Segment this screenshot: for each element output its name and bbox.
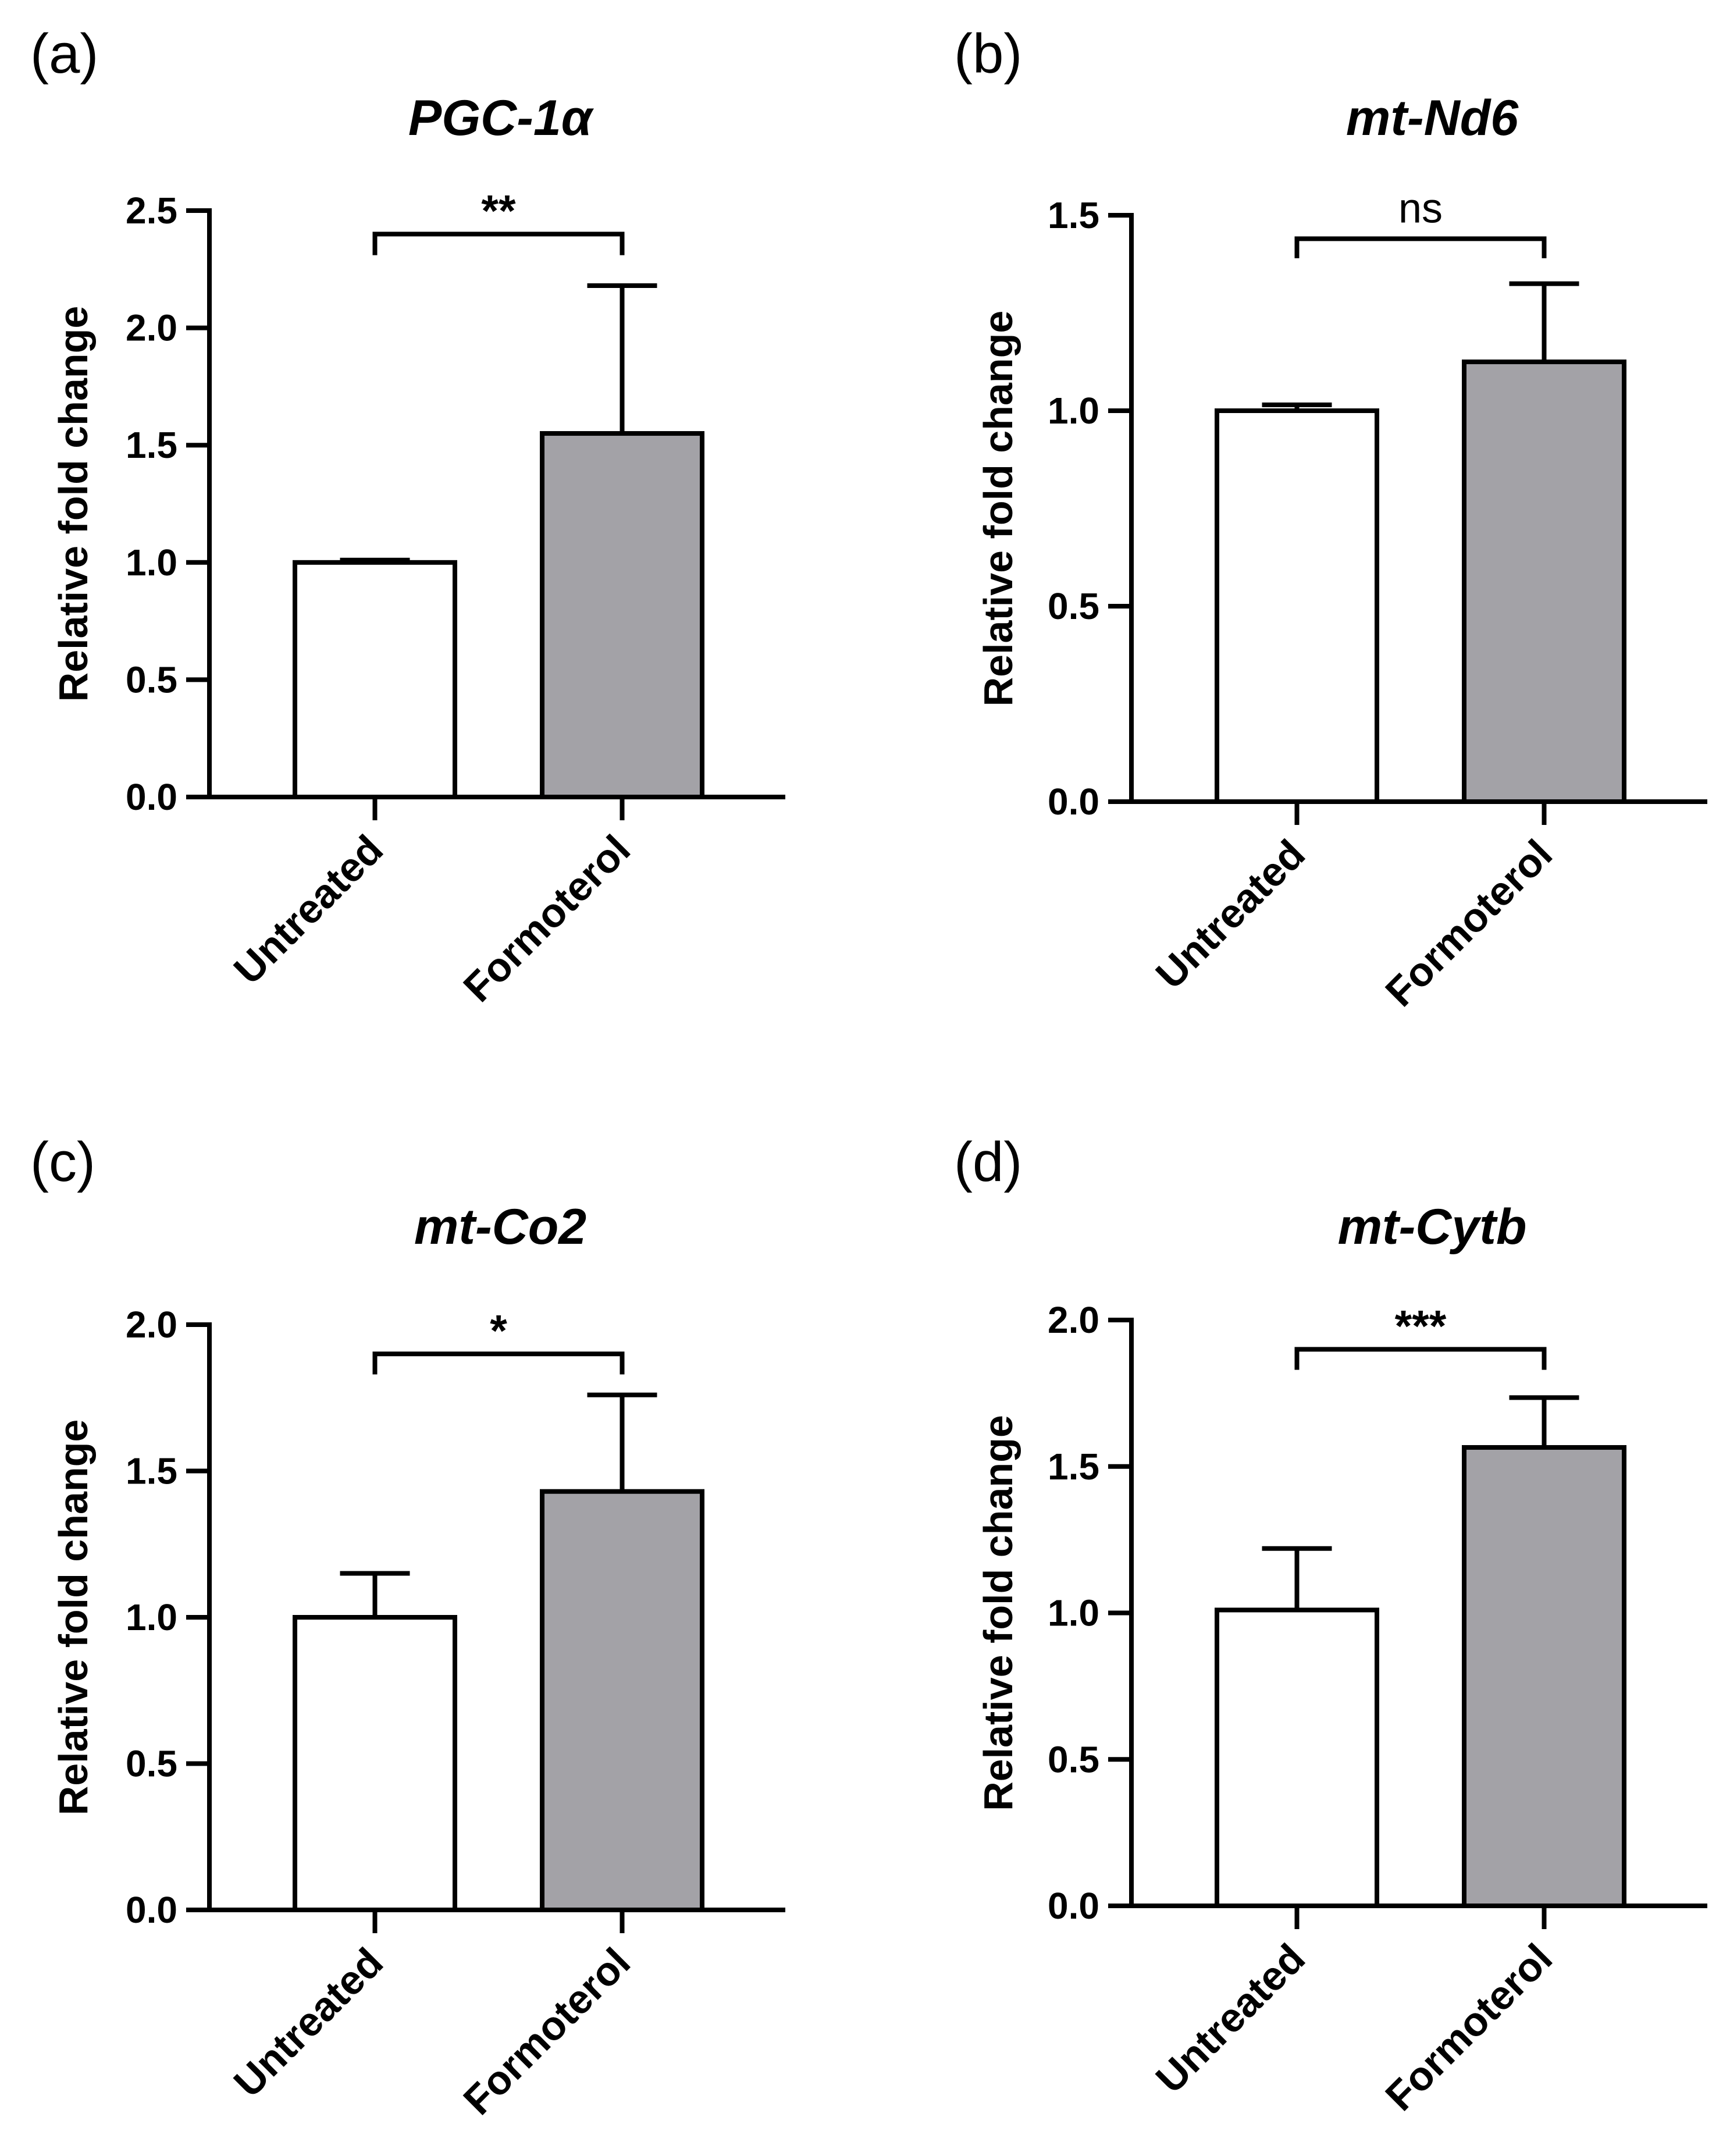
significance-bracket: [1294, 1347, 1547, 1370]
chart-title: mt-Nd6: [1346, 90, 1519, 146]
significance-bracket: [1294, 236, 1547, 258]
y-axis-title: Relative fold change: [51, 1419, 96, 1816]
x-category-label-formoterol: Formoterol: [455, 826, 639, 1010]
y-tick-label: 1.0: [1048, 390, 1099, 432]
y-axis-title: Relative fold change: [976, 1415, 1021, 1811]
panel-label: (a): [30, 23, 98, 85]
bar-untreated: [293, 1615, 457, 1912]
x-category-label-formoterol: Formoterol: [1377, 1935, 1561, 2119]
y-tick-label: 1.5: [126, 1450, 177, 1492]
significance-bracket: [372, 1351, 625, 1375]
y-tick-label: 0.0: [1048, 781, 1099, 823]
bar-formoterol: [540, 1489, 704, 1912]
x-category-label-formoterol: Formoterol: [1377, 831, 1561, 1015]
y-tick-label: 2.5: [126, 190, 177, 232]
bar-formoterol: [540, 431, 704, 799]
y-tick-label: 1.0: [126, 542, 177, 584]
bar-untreated: [293, 560, 457, 799]
significance-label: **: [481, 186, 516, 236]
x-category-label-formoterol: Formoterol: [455, 1939, 639, 2123]
y-tick-label: 0.0: [1048, 1885, 1099, 1927]
x-category-label-untreated: Untreated: [225, 826, 391, 992]
panel-label: (b): [954, 23, 1022, 85]
y-axis-title: Relative fold change: [51, 306, 96, 702]
bar-formoterol: [1462, 360, 1626, 804]
y-axis-title: Relative fold change: [976, 311, 1021, 707]
y-tick-label: 0.5: [126, 1743, 177, 1785]
y-tick-label: 1.5: [126, 424, 177, 466]
significance-bracket: [372, 232, 625, 255]
y-tick-label: 0.0: [126, 1889, 177, 1931]
y-tick-label: 1.0: [1048, 1592, 1099, 1634]
y-tick-label: 1.5: [1048, 194, 1099, 236]
y-tick-label: 1.0: [126, 1596, 177, 1638]
panel-label: (c): [30, 1131, 95, 1193]
y-tick-label: 2.0: [1048, 1299, 1099, 1341]
significance-label: *: [490, 1306, 507, 1355]
panel-label: (d): [954, 1131, 1022, 1193]
significance-label: ***: [1395, 1301, 1447, 1351]
y-tick-label: 1.5: [1048, 1446, 1099, 1488]
y-tick-label: 2.0: [126, 307, 177, 349]
bar-formoterol: [1462, 1445, 1626, 1908]
significance-label: ns: [1398, 185, 1443, 232]
x-category-label-untreated: Untreated: [1147, 831, 1313, 997]
chart-panel-a: (a) PGC-1α Relative fold change 0.0 0.5 1.0 1.…: [30, 23, 785, 1011]
y-tick-label: 0.5: [126, 659, 177, 700]
x-category-label-untreated: Untreated: [225, 1939, 391, 2105]
chart-title: PGC-1α: [408, 90, 595, 146]
y-tick-label: 0.5: [1048, 585, 1099, 627]
chart-title: mt-Co2: [414, 1199, 586, 1255]
y-tick-label: 0.0: [126, 776, 177, 818]
chart-panel-c: (c) mt-Co2 Relative fold change 0.0 0.5 1.0 1.…: [30, 1131, 785, 2123]
chart-panel-b: (b) mt-Nd6 Relative fold change 0.0 0.5 1.0 1.…: [954, 23, 1707, 1015]
chart-title: mt-Cytb: [1338, 1199, 1527, 1255]
y-tick-label: 2.0: [126, 1304, 177, 1346]
bar-untreated: [1215, 408, 1379, 804]
bar-untreated: [1215, 1607, 1379, 1909]
y-tick-label: 0.5: [1048, 1738, 1099, 1780]
x-category-label-untreated: Untreated: [1147, 1935, 1313, 2101]
chart-panel-d: (d) mt-Cytb Relative fold change 0.0 0.5 1.0 1…: [954, 1131, 1707, 2119]
